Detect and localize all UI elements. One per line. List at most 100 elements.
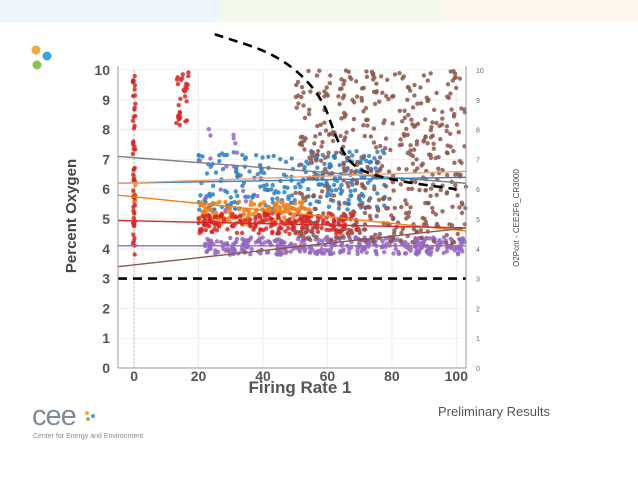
data-point bbox=[454, 85, 459, 91]
data-point bbox=[383, 146, 388, 151]
data-point bbox=[381, 196, 386, 202]
oxygen-vs-firing-rate-chart: 0 01 12 23 34 45 56 67 78 89 910 100 20 40 60 80 100 Fir… bbox=[63, 33, 521, 397]
data-point bbox=[403, 211, 409, 216]
data-point bbox=[396, 166, 402, 171]
trend-line bbox=[117, 170, 467, 184]
data-point bbox=[312, 206, 317, 211]
data-point bbox=[374, 204, 380, 209]
data-point bbox=[363, 106, 369, 111]
data-point bbox=[229, 245, 234, 251]
data-point bbox=[381, 121, 386, 126]
data-point bbox=[184, 99, 189, 104]
data-point bbox=[374, 169, 380, 175]
data-point bbox=[385, 77, 390, 83]
data-point bbox=[208, 156, 213, 161]
data-point bbox=[440, 109, 445, 115]
data-point bbox=[336, 206, 342, 211]
data-point bbox=[406, 186, 411, 192]
data-point bbox=[260, 155, 265, 160]
data-point bbox=[307, 237, 312, 242]
data-point bbox=[454, 122, 460, 127]
data-point bbox=[337, 228, 343, 234]
data-point bbox=[408, 205, 413, 210]
data-point bbox=[246, 209, 252, 214]
data-point bbox=[314, 158, 319, 163]
data-point bbox=[330, 130, 336, 135]
data-point bbox=[182, 94, 188, 99]
data-point bbox=[202, 204, 207, 210]
data-point bbox=[323, 128, 329, 133]
data-point bbox=[300, 195, 306, 200]
data-point bbox=[457, 158, 462, 164]
trend-line bbox=[117, 176, 467, 184]
data-point bbox=[422, 137, 427, 143]
data-point bbox=[326, 150, 331, 155]
data-point bbox=[429, 250, 434, 255]
data-point bbox=[231, 132, 236, 138]
data-point bbox=[354, 94, 360, 99]
data-point bbox=[364, 158, 369, 164]
data-point bbox=[276, 199, 281, 204]
data-point bbox=[375, 149, 380, 155]
data-point bbox=[346, 155, 351, 161]
data-point bbox=[327, 81, 333, 86]
y-tick-label: 2 bbox=[102, 300, 110, 316]
data-point bbox=[399, 230, 404, 236]
right-axis-label: O2Pcnt - CEE2F6_CR3000 bbox=[512, 169, 521, 267]
data-point bbox=[434, 90, 439, 96]
data-point bbox=[371, 239, 376, 244]
data-point bbox=[440, 209, 445, 214]
data-point bbox=[327, 161, 333, 167]
data-point bbox=[344, 130, 349, 135]
data-point bbox=[363, 117, 369, 123]
data-point bbox=[427, 236, 432, 241]
data-point bbox=[361, 123, 366, 128]
y-tick-label: 1 bbox=[102, 330, 110, 346]
data-point bbox=[346, 201, 352, 206]
data-point bbox=[196, 153, 202, 158]
data-point bbox=[360, 184, 365, 189]
data-point bbox=[411, 227, 417, 232]
data-point bbox=[352, 170, 358, 175]
data-point bbox=[176, 117, 181, 122]
data-point bbox=[331, 182, 337, 188]
data-point bbox=[225, 227, 230, 232]
data-point bbox=[321, 211, 326, 216]
data-point bbox=[306, 111, 312, 117]
preliminary-results-note: Preliminary Results bbox=[438, 404, 550, 419]
data-point bbox=[444, 150, 449, 155]
data-point bbox=[283, 229, 288, 234]
data-point bbox=[348, 188, 353, 194]
data-point bbox=[336, 94, 341, 99]
data-point bbox=[312, 250, 318, 255]
data-point bbox=[283, 250, 288, 255]
right-tick-label: 6 bbox=[476, 187, 480, 194]
data-point bbox=[314, 73, 320, 78]
data-point bbox=[419, 163, 424, 168]
data-point bbox=[212, 215, 217, 220]
data-point bbox=[304, 194, 309, 200]
data-point bbox=[414, 139, 420, 144]
data-point bbox=[279, 219, 284, 224]
data-point bbox=[428, 186, 434, 191]
data-point bbox=[219, 151, 225, 156]
data-point bbox=[255, 193, 260, 199]
data-point bbox=[410, 239, 415, 245]
data-point bbox=[388, 147, 393, 153]
curve-dashed-line bbox=[214, 33, 457, 191]
data-point bbox=[240, 152, 245, 158]
data-point bbox=[292, 201, 298, 206]
data-point bbox=[369, 69, 375, 75]
data-point bbox=[325, 190, 330, 196]
data-point bbox=[219, 211, 224, 216]
data-point bbox=[448, 69, 453, 74]
data-point bbox=[438, 136, 443, 142]
data-point bbox=[231, 150, 236, 155]
data-point bbox=[270, 183, 275, 188]
data-point bbox=[368, 134, 374, 139]
data-point bbox=[357, 193, 362, 199]
data-point bbox=[392, 72, 398, 77]
data-point bbox=[360, 248, 365, 253]
data-point bbox=[299, 225, 305, 231]
data-point bbox=[131, 188, 136, 193]
